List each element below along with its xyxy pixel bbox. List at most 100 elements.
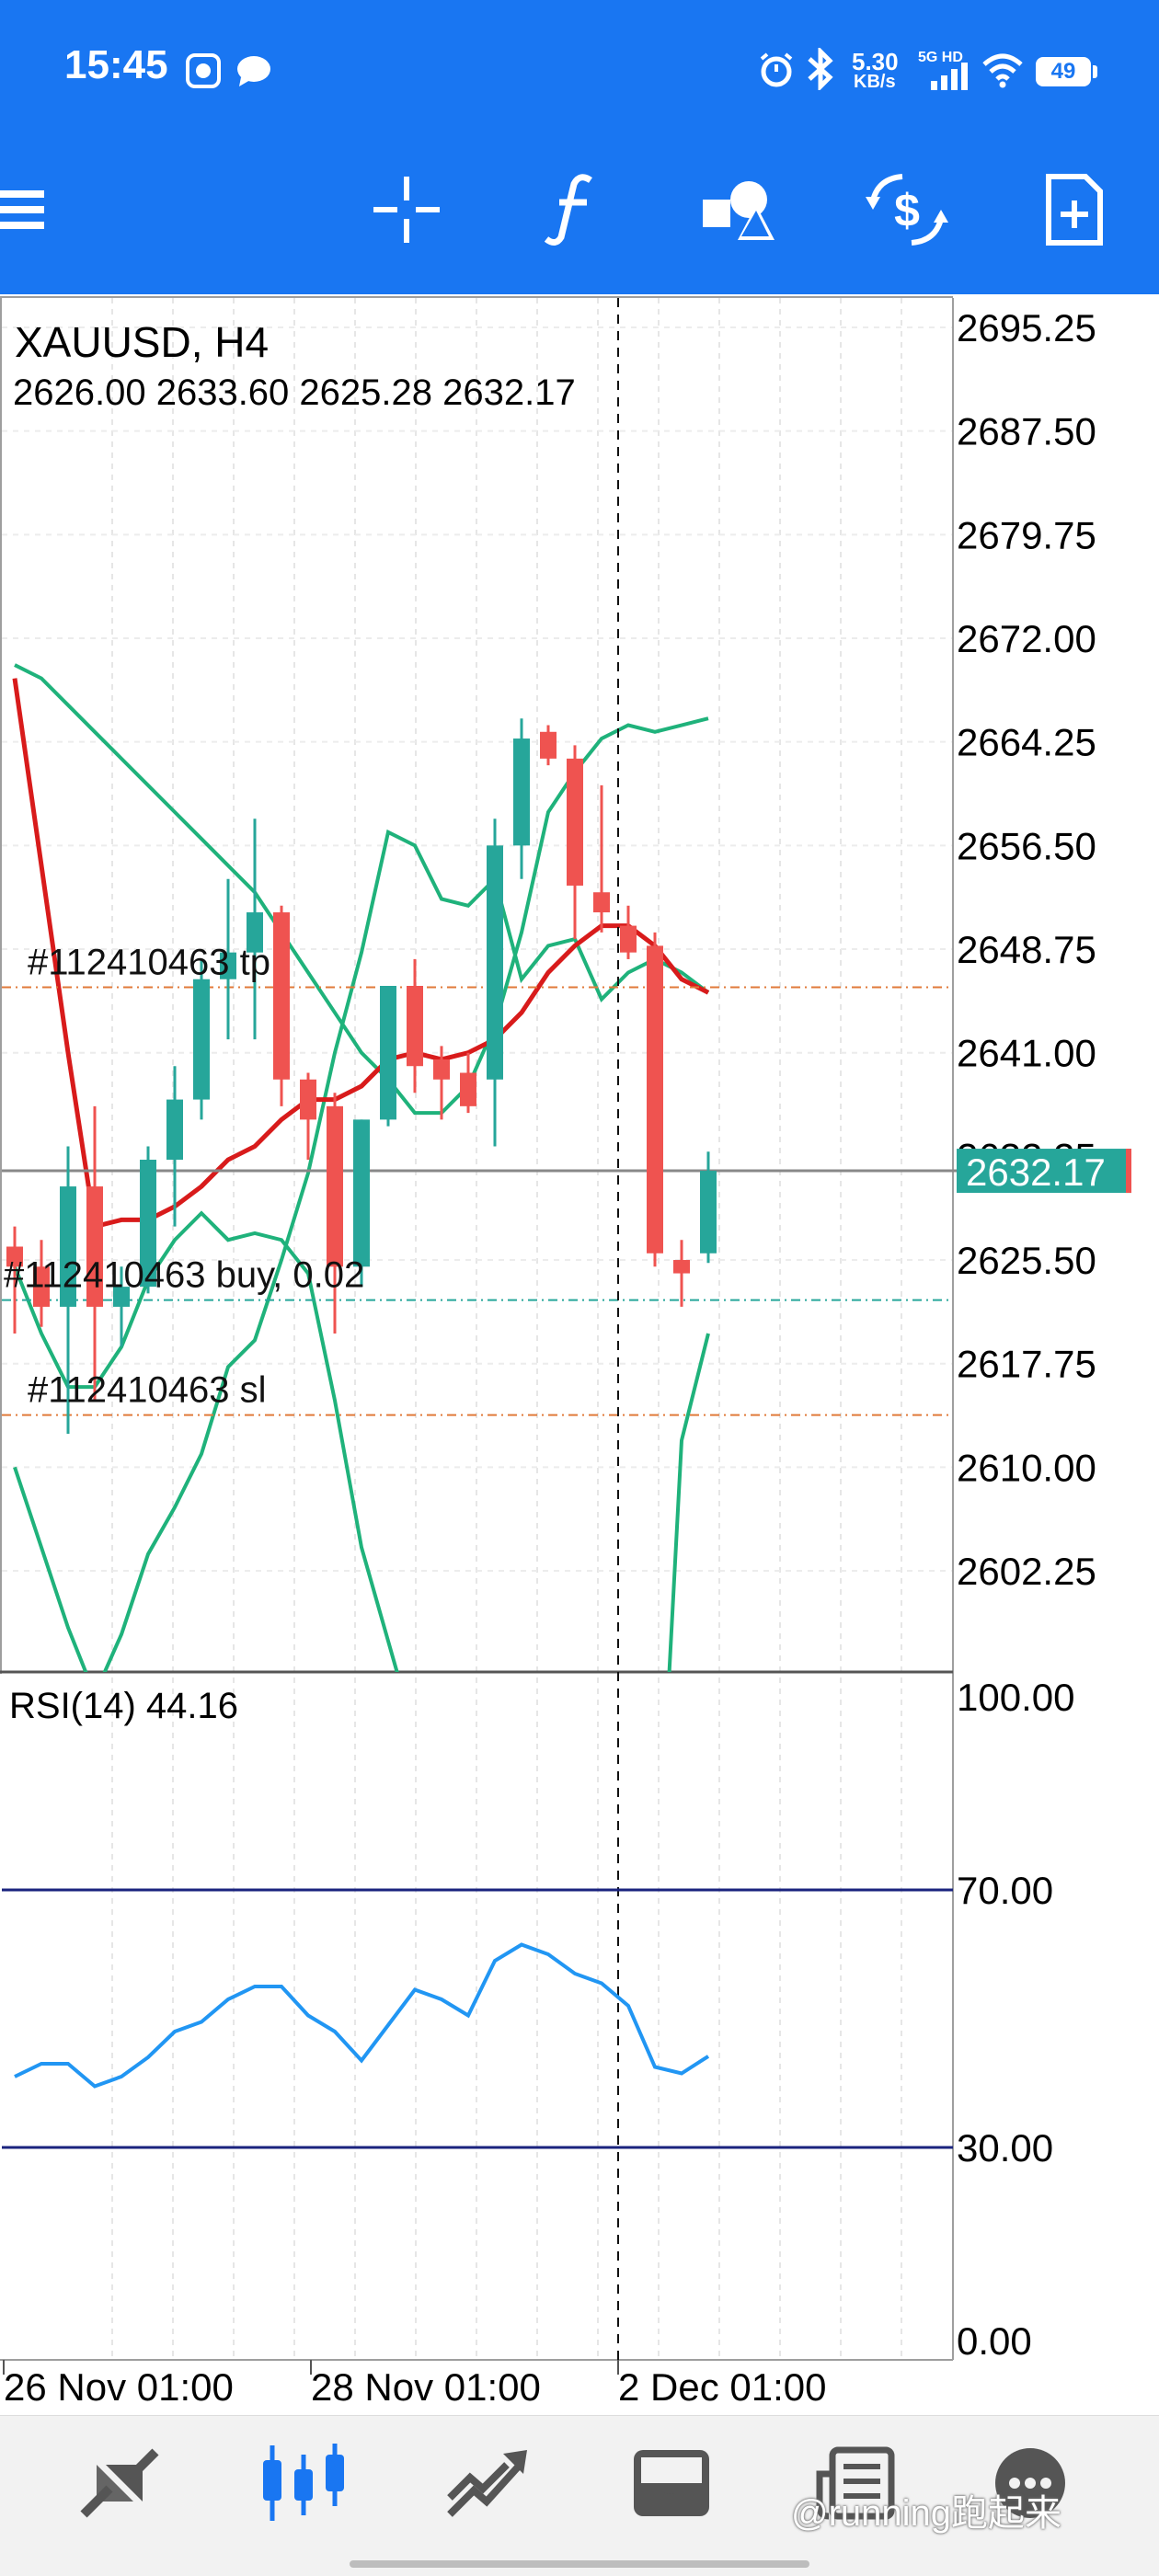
rsi-line: [14, 1942, 710, 2089]
chart-area[interactable]: [0, 296, 953, 1674]
candle-bull: [247, 912, 263, 953]
time-axis-label: 28 Nov 01:00: [311, 2365, 541, 2409]
objects-button[interactable]: [692, 164, 784, 256]
dollar-trade-icon: $: [866, 174, 948, 246]
chat-icon: [995, 2448, 1065, 2518]
candle-bull: [113, 1287, 130, 1307]
crosshair-button[interactable]: [361, 164, 453, 256]
candle-bull: [60, 1186, 76, 1307]
candle-bear: [33, 1266, 50, 1307]
chart-svg[interactable]: 2695.25 2687.50 2679.75 2672.00 2664.25 2656.…: [0, 0, 1159, 2415]
candle-bear: [647, 945, 663, 1254]
network-type: 5G HD: [918, 50, 963, 65]
price-axis-label: 2679.75: [957, 513, 1096, 556]
chat-notification-icon: [237, 56, 270, 86]
news-icon: [816, 2446, 895, 2520]
trade-button[interactable]: $: [861, 164, 953, 256]
candle-bear: [620, 925, 637, 953]
price-axis-label: 2695.25: [957, 306, 1096, 349]
candle-bull: [513, 738, 530, 846]
price-tag-accent: [1126, 1149, 1131, 1194]
time-axis-label: 26 Nov 01:00: [4, 2365, 234, 2409]
nav-news[interactable]: [800, 2437, 911, 2529]
home-indicator[interactable]: [350, 2560, 809, 2568]
candle-bull: [166, 1099, 183, 1160]
candle-bull: [353, 1119, 370, 1267]
candle-bull: [193, 979, 210, 1100]
price-axis-label: 2664.25: [957, 721, 1096, 764]
bluetooth-icon: [808, 48, 833, 90]
price-axis-label: 2672.00: [957, 617, 1096, 660]
chart-icon: [263, 2444, 344, 2521]
chart-grid: [2, 298, 953, 2360]
price-axis-label: 2625.50: [957, 1239, 1096, 1282]
new-document-icon: [1046, 174, 1103, 246]
rsi-axis-label: 70.00: [957, 1869, 1053, 1912]
rsi-axis-label: 0.00: [957, 2319, 1032, 2363]
bollinger-upper-line: [14, 663, 709, 1116]
cellular-signal-icon: [931, 63, 968, 90]
toolbar: [0, 147, 1159, 294]
tp-label: #112410463 tp: [28, 942, 270, 982]
current-price-tag-text: 2632.17: [966, 1151, 1106, 1194]
price-axis-label: 2617.75: [957, 1343, 1096, 1386]
candle-bear: [300, 1079, 316, 1120]
watermark: @running跑起来: [791, 2493, 1062, 2534]
moving-average-line: [12, 678, 710, 1230]
price-axis-label: 2602.25: [957, 1550, 1096, 1593]
candle-bear: [273, 912, 290, 1080]
function-icon: [545, 174, 592, 246]
status-bar: 15:45 5.30 KB/s 5G HD 49: [0, 0, 1159, 147]
nav-chart[interactable]: [248, 2437, 359, 2529]
bottom-navigation: [0, 2415, 1159, 2576]
bollinger-lower-line: [13, 1210, 710, 1672]
candle-bull: [380, 985, 396, 1120]
rsi-axis-label: 100.00: [957, 1676, 1074, 1719]
symbol-title: XAUUSD, H4: [15, 318, 269, 366]
candle-bear: [460, 1072, 476, 1106]
battery-icon: 49: [1036, 57, 1091, 86]
status-time: 15:45: [64, 42, 168, 87]
candle-bull: [220, 952, 236, 979]
nav-trade[interactable]: [432, 2437, 543, 2529]
buy-label: #112410463 buy, 0.02: [4, 1255, 364, 1296]
nav-quotes[interactable]: [64, 2437, 175, 2529]
price-axis-label: 2648.75: [957, 928, 1096, 971]
candle-bear: [433, 1059, 450, 1080]
battery-level: 49: [1050, 59, 1076, 84]
candle-bull: [700, 1171, 717, 1254]
candle-bear: [673, 1260, 690, 1274]
nav-history[interactable]: [616, 2437, 727, 2529]
rsi-axis-label: 30.00: [957, 2126, 1053, 2170]
ohlc-values: 2626.00 2633.60 2625.28 2632.17: [13, 372, 576, 413]
trade-icon: [447, 2450, 527, 2517]
candle-bear: [86, 1186, 103, 1307]
candles: [6, 718, 717, 1435]
sl-label: #112410463 sl: [28, 1370, 267, 1411]
crosshair-icon: [373, 177, 440, 243]
wifi-icon: [982, 53, 1023, 88]
menu-button[interactable]: [0, 164, 64, 256]
bollinger-middle-line: [13, 829, 710, 1672]
app-notification-icon: [186, 53, 221, 88]
current-price-tag: [957, 1149, 1131, 1194]
nav-chat[interactable]: [975, 2437, 1085, 2529]
rsi-label: RSI(14) 44.16: [9, 1686, 238, 1726]
candle-bear: [567, 758, 583, 886]
svg-text:$: $: [894, 185, 920, 236]
candle-bear: [327, 1105, 343, 1267]
price-axis-label: 2610.00: [957, 1446, 1096, 1489]
alarm-icon: [760, 52, 793, 87]
price-axis-label: 2687.50: [957, 410, 1096, 453]
candle-bear: [540, 731, 557, 759]
history-icon: [634, 2450, 709, 2516]
price-axis-label: 2641.00: [957, 1032, 1096, 1075]
price-axis-label: 2656.50: [957, 824, 1096, 867]
net-speed-unit: KB/s: [854, 72, 896, 92]
indicator-lines: [12, 663, 710, 1672]
new-order-button[interactable]: [1028, 164, 1120, 256]
indicators-button[interactable]: [526, 164, 618, 256]
battery-tip: [1093, 65, 1097, 78]
menu-icon: [0, 190, 44, 229]
candle-bear: [593, 892, 610, 913]
